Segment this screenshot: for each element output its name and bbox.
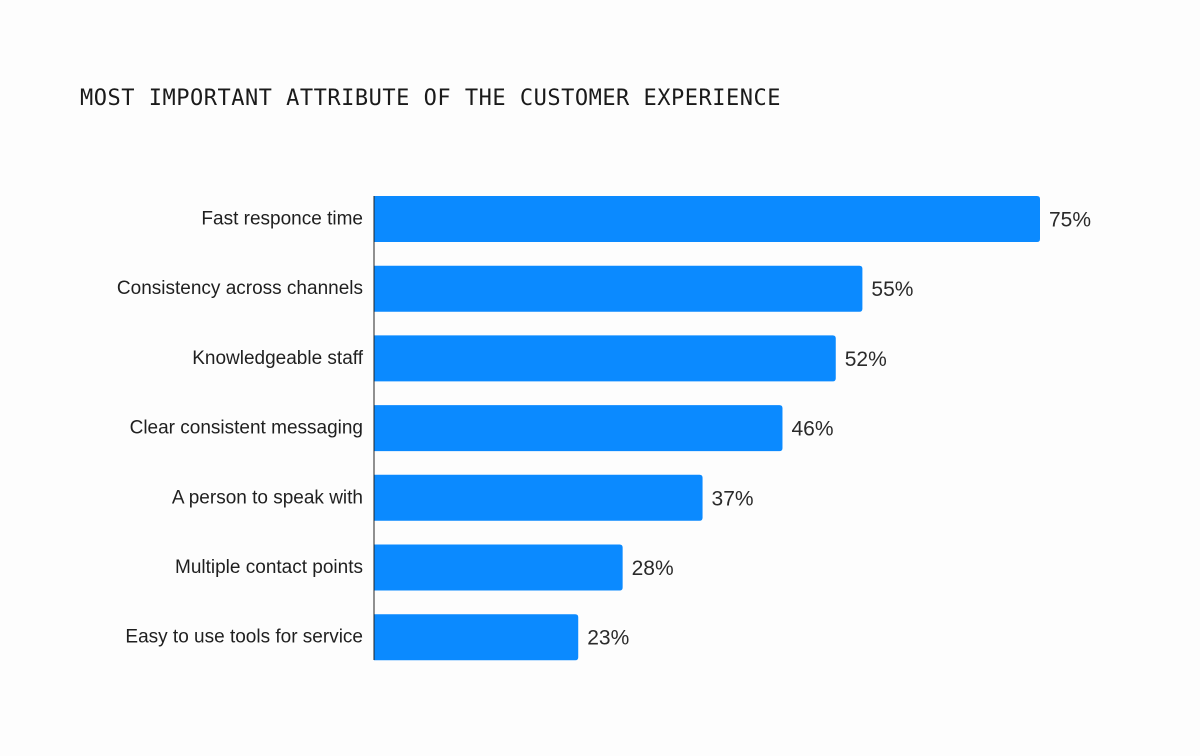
value-label: 37% bbox=[712, 487, 754, 510]
category-label: Knowledgeable staff bbox=[192, 348, 363, 369]
bar-fast-responce-time bbox=[374, 196, 1040, 242]
category-label: Easy to use tools for service bbox=[125, 627, 363, 648]
bar-consistency-across-channels bbox=[374, 265, 863, 312]
value-labels-group: 75% 55% 52% 46% 37% 28% 23% bbox=[587, 209, 1091, 650]
bar-easy-to-use-tools-for-service bbox=[374, 614, 579, 661]
category-labels-group: Fast responce time Consistency across cha… bbox=[117, 209, 364, 648]
value-label: 52% bbox=[845, 348, 887, 371]
value-label: 28% bbox=[632, 557, 674, 580]
value-label: 55% bbox=[871, 278, 913, 301]
category-label: A person to speak with bbox=[172, 487, 363, 508]
category-label: Clear consistent messaging bbox=[130, 418, 363, 439]
bar-knowledgeable-staff bbox=[374, 335, 836, 382]
value-label: 75% bbox=[1049, 209, 1091, 232]
value-label: 23% bbox=[587, 627, 629, 650]
bar-clear-consistent-messaging bbox=[374, 405, 783, 452]
category-label: Multiple contact points bbox=[175, 557, 363, 578]
category-label: Consistency across channels bbox=[117, 278, 363, 299]
bars-group bbox=[374, 196, 1040, 661]
chart-title: MOST IMPORTANT ATTRIBUTE OF THE CUSTOMER… bbox=[80, 86, 782, 111]
bar-a-person-to-speak-with bbox=[374, 474, 703, 521]
value-label: 46% bbox=[791, 418, 833, 441]
bar-multiple-contact-points bbox=[374, 544, 623, 591]
category-label: Fast responce time bbox=[201, 209, 363, 230]
